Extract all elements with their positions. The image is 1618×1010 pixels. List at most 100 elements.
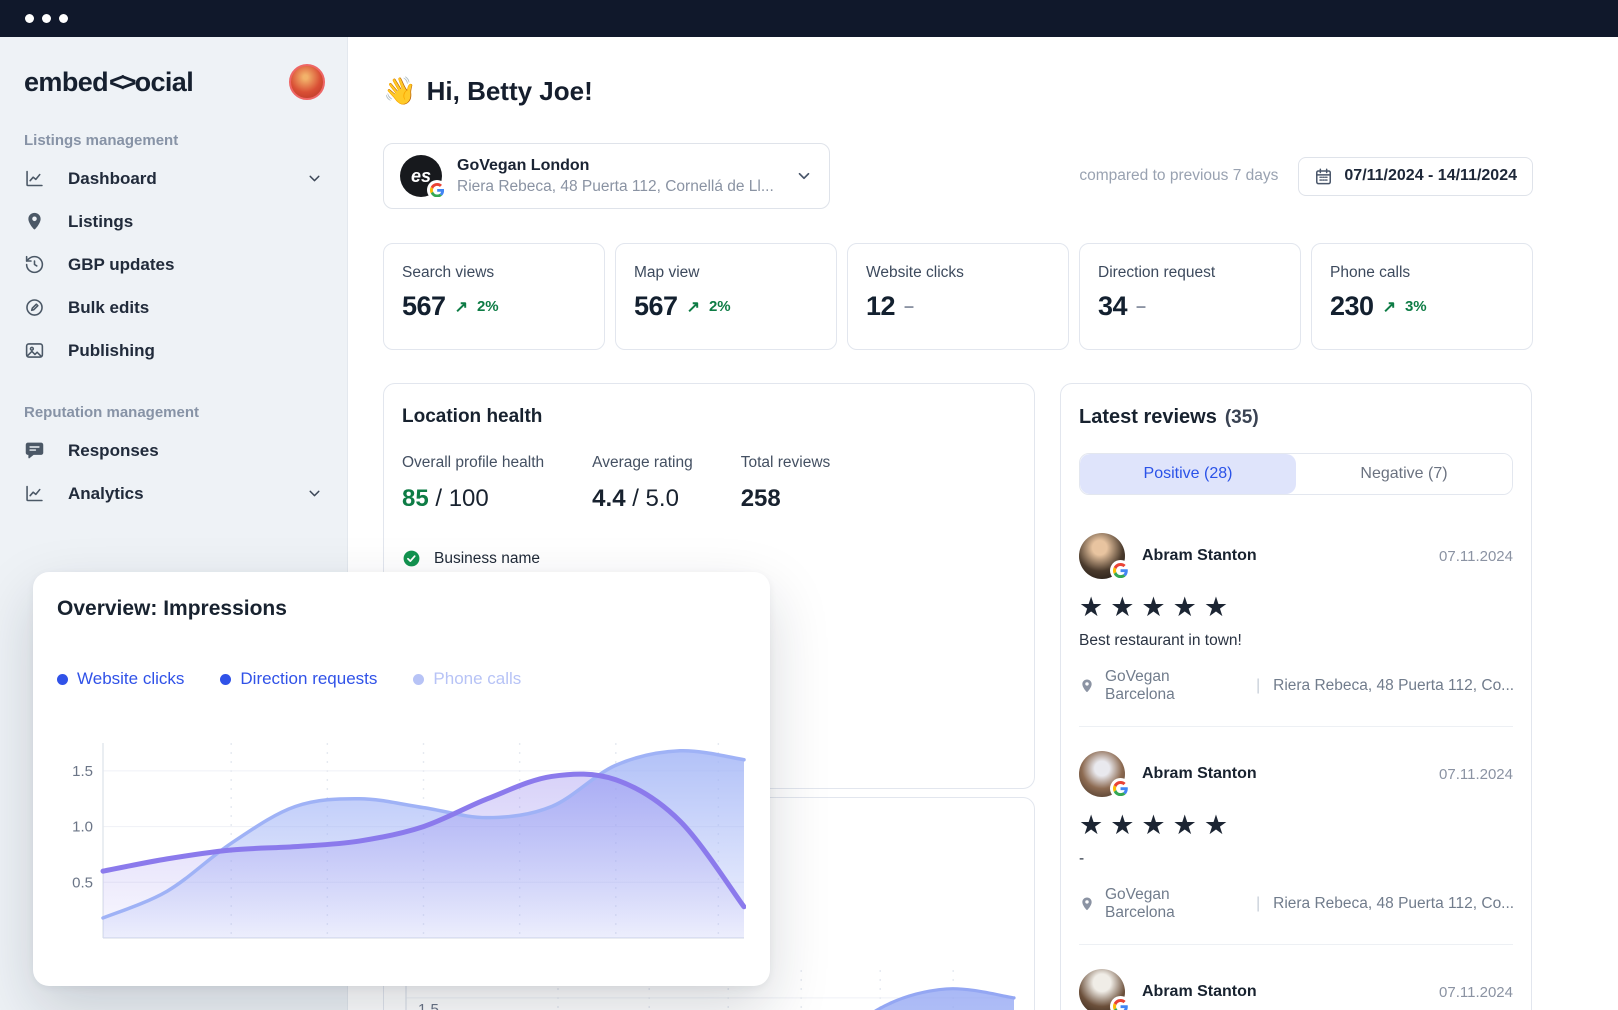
sidebar-section-label: Reputation management: [24, 404, 200, 421]
stat-value: 567 ↗ 2%: [634, 291, 818, 322]
svg-text:1.5: 1.5: [418, 1001, 439, 1010]
window-dot: [42, 14, 51, 23]
date-range-picker[interactable]: 07/11/2024 - 14/11/2024: [1298, 156, 1533, 196]
stat-number: 567: [634, 291, 678, 321]
reviewer-avatar: [1079, 751, 1131, 799]
window-dot: [25, 14, 34, 23]
google-icon: [1110, 778, 1131, 799]
stat-number: 34: [1098, 291, 1128, 321]
legend-direction-requests[interactable]: Direction requests: [220, 669, 377, 689]
sidebar-item-dashboard[interactable]: Dashboard: [0, 157, 347, 200]
chevron-down-icon[interactable]: [795, 167, 813, 185]
sidebar-item-bulk-edits[interactable]: Bulk edits: [0, 286, 347, 329]
review-header: Abram Stanton 07.11.2024: [1079, 751, 1513, 799]
legend-website-clicks[interactable]: Website clicks: [57, 669, 184, 689]
svg-text:0.5: 0.5: [72, 874, 93, 891]
map-pin-icon: [24, 211, 45, 232]
review-location-address: Riera Rebeca, 48 Puerta 112, Co...: [1273, 895, 1513, 912]
star-rating: ★★★★★: [1079, 592, 1236, 622]
chevron-down-icon[interactable]: [306, 485, 323, 502]
review-text: -: [1079, 850, 1085, 867]
sidebar-item-publishing[interactable]: Publishing: [0, 329, 347, 372]
metric-average-rating: Average rating 4.4 / 5.0: [592, 454, 693, 512]
logo-glyph-icon: <>: [109, 66, 136, 97]
chart-legend: Website clicks Direction requests Phone …: [57, 669, 746, 689]
trend-up-icon: ↗: [454, 298, 468, 316]
stat-value: 12–: [866, 291, 1050, 322]
stat-change: 2%: [476, 298, 499, 315]
map-pin-icon: [1079, 896, 1095, 912]
review-date: 07.11.2024: [1439, 983, 1513, 1001]
overview-impressions-card: Overview: Impressions Website clicks Dir…: [33, 572, 770, 986]
review-item: Abram Stanton 07.11.2024: [1079, 944, 1513, 1010]
stat-label: Map view: [634, 264, 700, 281]
google-icon: [1110, 996, 1131, 1010]
reviewer-name: Abram Stanton: [1142, 547, 1257, 564]
page-title: 👋 Hi, Betty Joe!: [383, 75, 593, 107]
stat-change: 2%: [708, 298, 731, 315]
tab-positive[interactable]: Positive (28): [1080, 454, 1296, 494]
business-logo: es: [400, 155, 447, 200]
compare-label: compared to previous 7 days: [1079, 167, 1279, 184]
stat-number: 230: [1330, 291, 1374, 321]
latest-reviews-card: Latest reviews (35) Positive (28) Negati…: [1060, 383, 1532, 1010]
trend-up-icon: ↗: [686, 298, 700, 316]
sidebar-item-label: Publishing: [68, 340, 155, 360]
secondary-chart: 1.5: [405, 970, 1016, 1010]
review-location-address: Riera Rebeca, 48 Puerta 112, Co...: [1273, 677, 1513, 694]
business-selector[interactable]: es GoVegan London Riera Rebeca, 48 Puert…: [383, 143, 830, 209]
window-titlebar: [0, 0, 1618, 37]
business-address: Riera Rebeca, 48 Puerta 112, Cornellá de…: [457, 177, 774, 195]
user-avatar[interactable]: [289, 64, 325, 100]
overview-chart: 0.5 1.0 1.5: [72, 743, 746, 939]
edit-circle-icon: [24, 297, 45, 318]
svg-text:1.5: 1.5: [72, 763, 93, 780]
sidebar-item-label: Dashboard: [68, 168, 157, 188]
trend-flat-icon: –: [904, 296, 915, 316]
location-health-title: Location health: [402, 406, 543, 427]
metric-profile-health: Overall profile health 85 / 100: [402, 454, 545, 512]
reviewer-avatar: [1079, 533, 1131, 581]
window-dot: [59, 14, 68, 23]
history-icon: [24, 254, 45, 275]
wave-emoji-icon: 👋: [383, 76, 417, 106]
business-name: GoVegan London: [457, 156, 590, 174]
checklist-item-business-name: Business name: [402, 549, 1016, 568]
stat-change: 3%: [1404, 298, 1427, 315]
stat-label: Phone calls: [1330, 264, 1411, 281]
reviews-tabs: Positive (28) Negative (7): [1079, 453, 1513, 495]
star-rating: ★★★★★: [1079, 810, 1236, 840]
chevron-down-icon[interactable]: [306, 170, 323, 187]
calendar-icon: [1314, 167, 1333, 186]
legend-phone-calls[interactable]: Phone calls: [413, 669, 521, 689]
sidebar-item-listings[interactable]: Listings: [0, 200, 347, 243]
chart-line-icon: [24, 168, 45, 189]
sidebar-item-analytics[interactable]: Analytics: [0, 472, 347, 515]
metric-total-reviews: Total reviews 258: [740, 454, 831, 512]
stat-card-direction-request: Direction request 34–: [1079, 243, 1301, 350]
stat-number: 567: [402, 291, 446, 321]
sidebar-item-label: Listings: [68, 211, 134, 231]
review-date: 07.11.2024: [1439, 547, 1513, 565]
reviews-title: Latest reviews: [1079, 406, 1217, 428]
stat-label: Website clicks: [866, 264, 964, 281]
tab-negative[interactable]: Negative (7): [1296, 454, 1512, 494]
review-date: 07.11.2024: [1439, 765, 1513, 783]
legend-dot-icon: [413, 673, 425, 685]
sidebar-section-label: Listings management: [24, 132, 179, 149]
overview-title: Overview: Impressions: [57, 597, 287, 620]
sidebar-item-label: Bulk edits: [68, 297, 150, 317]
stat-card-phone-calls: Phone calls 230 ↗ 3%: [1311, 243, 1533, 350]
reviews-count: (35): [1224, 407, 1259, 428]
sidebar-item-gbp-updates[interactable]: GBP updates: [0, 243, 347, 286]
review-text: Best restaurant in town!: [1079, 632, 1242, 649]
sidebar-item-label: Analytics: [68, 483, 144, 503]
sidebar-item-responses[interactable]: Responses: [0, 429, 347, 472]
date-range-value: 07/11/2024 - 14/11/2024: [1344, 167, 1517, 184]
review-header: Abram Stanton 07.11.2024: [1079, 969, 1513, 1010]
stat-value: 567 ↗ 2%: [402, 291, 586, 322]
chart-line-icon: [24, 483, 45, 504]
stat-card-search-views: Search views 567 ↗ 2%: [383, 243, 605, 350]
stat-label: Direction request: [1098, 264, 1216, 281]
stat-number: 12: [866, 291, 896, 321]
